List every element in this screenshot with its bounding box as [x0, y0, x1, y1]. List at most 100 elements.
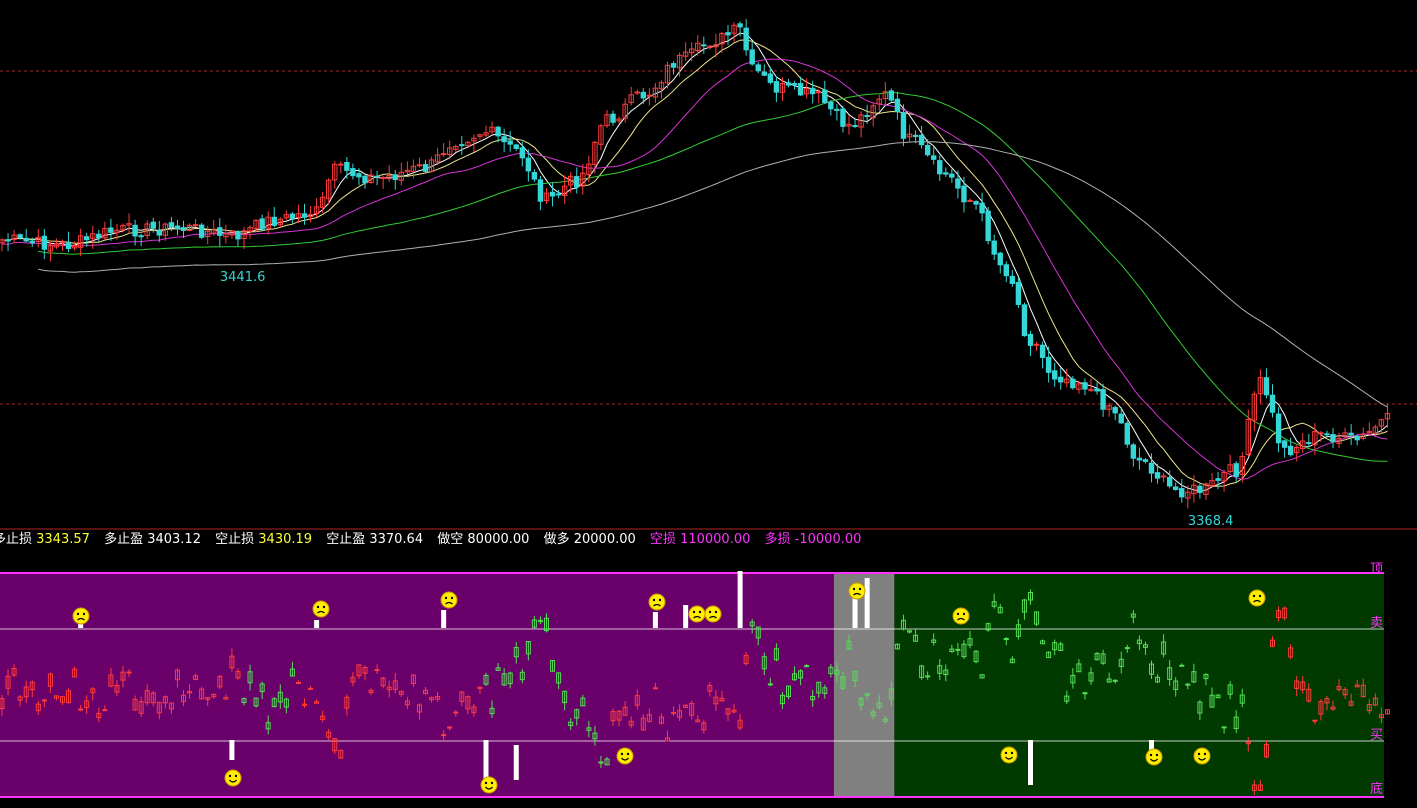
- candle: [1106, 402, 1112, 417]
- candle: [1064, 368, 1070, 388]
- candle-body: [102, 227, 108, 239]
- candle-body: [1191, 484, 1197, 495]
- candle: [71, 241, 78, 251]
- osc-bar: [459, 691, 465, 707]
- info-value-4: 80000.00: [467, 532, 530, 547]
- osc-bar: [677, 704, 683, 722]
- osc-body: [1040, 640, 1046, 645]
- osc-bar: [810, 689, 816, 707]
- face-eye: [708, 610, 712, 614]
- osc-bar: [852, 670, 858, 687]
- candle: [410, 159, 417, 179]
- osc-bar: [907, 630, 912, 634]
- face-eye: [692, 610, 696, 614]
- osc-bar: [1366, 698, 1372, 715]
- candle: [537, 175, 544, 211]
- candle: [1348, 424, 1354, 445]
- ma120-line: [38, 141, 1388, 408]
- candle-body: [779, 82, 786, 93]
- candle: [846, 115, 852, 135]
- candle: [96, 229, 102, 243]
- osc-bar: [864, 692, 870, 701]
- candle-body: [471, 137, 477, 142]
- osc-body: [1270, 639, 1275, 647]
- face-eye: [82, 612, 86, 616]
- candle-body: [561, 185, 568, 196]
- candle: [979, 192, 985, 222]
- candle: [549, 182, 556, 207]
- candle: [465, 141, 471, 147]
- osc-bar: [1372, 693, 1378, 707]
- candle-body: [888, 90, 895, 101]
- candle-body: [1233, 463, 1239, 477]
- osc-bar: [374, 664, 380, 674]
- osc-bar: [846, 634, 852, 650]
- osc-body: [1306, 688, 1312, 702]
- osc-body: [1360, 684, 1366, 698]
- candle-body: [580, 172, 586, 187]
- candle-body: [1251, 393, 1258, 421]
- candle: [459, 136, 465, 155]
- osc-body: [652, 687, 658, 690]
- candle-body: [132, 224, 138, 237]
- face-mouth: [485, 786, 493, 790]
- osc-body: [253, 697, 259, 707]
- osc-bar: [1155, 674, 1161, 683]
- osc-body: [888, 688, 894, 700]
- zone-green: [894, 573, 1384, 797]
- osc-bar: [1167, 660, 1173, 686]
- osc-body: [489, 707, 495, 715]
- osc-body: [471, 706, 477, 714]
- candle-body: [943, 172, 949, 175]
- candle-body: [634, 91, 640, 94]
- signal-spike: [683, 605, 689, 628]
- candle: [1136, 447, 1143, 470]
- candle-body: [138, 235, 144, 238]
- candle: [11, 230, 17, 243]
- candle: [949, 169, 955, 183]
- candle: [489, 121, 495, 134]
- osc-bar: [1384, 709, 1390, 715]
- frown-face-icon: [848, 582, 866, 600]
- osc-body: [1324, 698, 1330, 704]
- candle: [368, 168, 374, 184]
- candle: [1330, 428, 1336, 449]
- osc-body: [743, 654, 749, 665]
- candle-body: [840, 108, 846, 127]
- candle: [676, 52, 683, 77]
- osc-body: [671, 712, 677, 715]
- info-label-3: 空止盈: [326, 532, 366, 547]
- candle: [186, 223, 193, 232]
- candle: [1027, 330, 1034, 357]
- candle-body: [949, 173, 955, 178]
- signal-spike: [737, 571, 743, 628]
- info-item-0: 多止损 3343.57: [0, 532, 100, 547]
- osc-body: [773, 648, 779, 661]
- candle-body: [519, 147, 525, 159]
- candle: [767, 66, 774, 85]
- osc-bar: [1118, 651, 1124, 674]
- face-eye: [620, 752, 624, 756]
- osc-body: [1263, 743, 1269, 758]
- candle-body: [1124, 422, 1130, 445]
- candle-body: [1348, 432, 1354, 436]
- osc-body: [23, 686, 29, 698]
- candle-body: [319, 196, 326, 208]
- candle: [241, 226, 247, 249]
- osc-body: [132, 698, 138, 711]
- osc-body: [1354, 684, 1360, 688]
- osc-body: [658, 716, 664, 724]
- candle-body: [1366, 431, 1372, 434]
- candle: [531, 169, 538, 182]
- osc-bar: [1185, 682, 1191, 690]
- osc-body: [1179, 664, 1185, 667]
- face-eye: [316, 605, 320, 609]
- osc-body: [562, 690, 568, 704]
- candle-body: [223, 232, 229, 238]
- osc-bar: [495, 663, 501, 671]
- candle-body: [1130, 444, 1137, 459]
- osc-body: [1288, 647, 1294, 658]
- face-disc: [1000, 746, 1018, 764]
- candle: [1166, 470, 1173, 489]
- osc-bar: [1112, 679, 1118, 684]
